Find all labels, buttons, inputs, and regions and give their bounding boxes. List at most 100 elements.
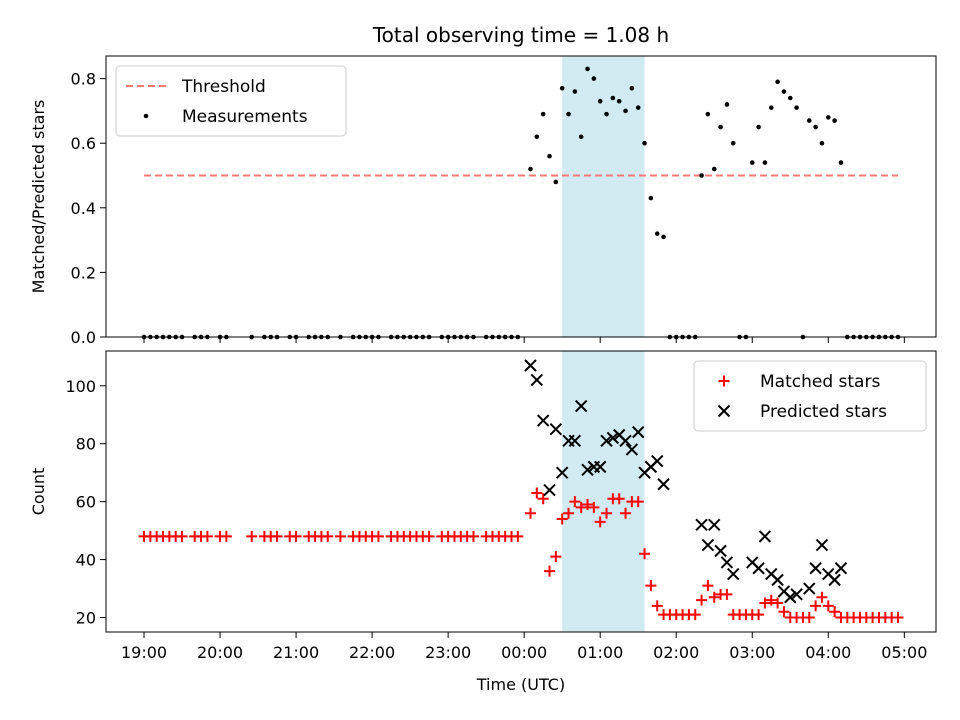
measurements-point — [813, 124, 818, 130]
ratio-y-ticks: 0.0 0.2 0.4 0.6 0.8 — [71, 70, 106, 347]
predicted-stars-point — [524, 359, 537, 372]
predicted-stars-point — [708, 518, 721, 532]
y-tick-label: 60 — [76, 493, 96, 512]
y-tick-label: 0.2 — [71, 263, 96, 282]
x-tick-label: 22:00 — [349, 643, 395, 662]
matched-stars-point — [322, 530, 334, 542]
measurements-point — [528, 166, 533, 172]
predicted-stars-point — [530, 373, 544, 387]
ratio-marks — [141, 66, 901, 340]
predicted-stars-point — [752, 562, 765, 575]
legend-label: Measurements — [182, 107, 308, 127]
measurements-point — [832, 118, 837, 123]
matched-stars-point — [816, 591, 828, 603]
y-tick-label: 40 — [76, 551, 96, 570]
matched-stars-point — [588, 501, 600, 513]
matched-stars-point — [582, 499, 594, 511]
predicted-stars-point — [536, 414, 550, 427]
legend-label: Predicted stars — [760, 402, 887, 422]
predicted-stars-point — [790, 588, 803, 601]
matched-stars-point — [525, 507, 537, 519]
matched-stars-point — [772, 597, 784, 609]
predicted-stars-point — [758, 530, 772, 543]
measurements-point — [806, 118, 812, 123]
matched-stars-point — [803, 612, 815, 624]
count-legend: Matched stars Predicted stars — [693, 360, 927, 432]
y-tick-label: 0.8 — [71, 70, 96, 89]
x-tick-label: 03:00 — [729, 643, 775, 662]
measurements-point — [781, 89, 787, 94]
observing-window-shade — [562, 351, 645, 632]
y-tick-label: 20 — [76, 609, 96, 628]
measurements-point — [749, 160, 755, 165]
count-plot-frame — [105, 350, 937, 633]
measurements-point — [585, 66, 590, 72]
predicted-stars-point — [809, 562, 822, 575]
matched-stars-point — [892, 612, 904, 624]
measurements-point — [604, 111, 609, 117]
legend-swatch — [718, 375, 730, 387]
measurements-point — [648, 195, 654, 201]
matched-stars-point — [531, 487, 543, 499]
measurements-point — [787, 95, 793, 101]
x-tick-label: 05:00 — [881, 643, 927, 662]
matched-stars-point — [829, 606, 841, 618]
x-tick-label: 00:00 — [501, 643, 547, 662]
predicted-stars-point — [568, 434, 582, 448]
matched-stars-point — [556, 513, 568, 525]
predicted-stars-point — [593, 460, 607, 474]
matched-stars-point — [651, 600, 663, 612]
measurements-point — [642, 140, 647, 146]
matched-stars-point — [594, 516, 606, 528]
count-panel: 20 40 60 80 100 19:00 20:00 21:00 22:00 23:00 00:… — [29, 350, 937, 694]
measurements-point — [711, 166, 717, 172]
predicted-stars-point — [828, 573, 841, 587]
measurements-point — [540, 111, 546, 117]
measurements-point — [616, 98, 622, 104]
matched-stars-point — [220, 530, 232, 542]
predicted-stars-point — [701, 538, 715, 552]
matched-stars-point — [632, 496, 644, 508]
predicted-stars-point — [727, 567, 740, 581]
predicted-stars-point — [695, 518, 708, 532]
predicted-stars-point — [834, 562, 848, 575]
matched-stars-point — [620, 507, 632, 519]
measurements-point — [597, 98, 603, 104]
ratio-panel: 0.0 0.2 0.4 0.6 0.8 Total observing time = 1… — [29, 23, 937, 347]
predicted-stars-point — [720, 556, 734, 569]
matched-stars-point — [201, 530, 213, 542]
predicted-stars-point — [600, 434, 613, 448]
y-tick-label: 0.4 — [71, 199, 96, 218]
measurements-point — [775, 79, 780, 85]
measurements-point — [559, 85, 565, 91]
predicted-stars-point — [632, 425, 645, 439]
x-tick-label: 20:00 — [197, 643, 243, 662]
measurements-point — [768, 105, 774, 110]
matched-stars-point — [696, 594, 708, 606]
matched-stars-point — [372, 530, 384, 542]
chart-title: Total observing time = 1.08 h — [372, 23, 669, 47]
measurements-point — [718, 124, 723, 130]
x-axis-label: Time (UTC) — [476, 675, 565, 694]
measurements-point — [762, 160, 768, 165]
y-tick-label: 0.0 — [71, 328, 96, 347]
matched-stars-point — [759, 597, 771, 609]
predicted-stars-point — [619, 434, 632, 448]
predicted-stars-point — [651, 454, 664, 468]
predicted-stars-point — [625, 443, 639, 456]
matched-stars-point — [639, 548, 651, 560]
predicted-stars-point — [815, 538, 829, 552]
matched-stars-point — [689, 609, 701, 621]
measurements-point — [730, 140, 736, 146]
matched-stars-point — [601, 507, 613, 519]
y-tick-label: 0.6 — [71, 134, 96, 153]
measurements-point — [547, 153, 552, 159]
measurements-point — [699, 173, 704, 178]
predicted-stars-point — [771, 573, 784, 587]
measurements-point — [724, 102, 730, 107]
matched-stars-point — [613, 493, 625, 505]
matched-stars-point — [537, 493, 549, 505]
matched-stars-point — [569, 496, 581, 508]
predicted-stars-point — [606, 431, 620, 445]
